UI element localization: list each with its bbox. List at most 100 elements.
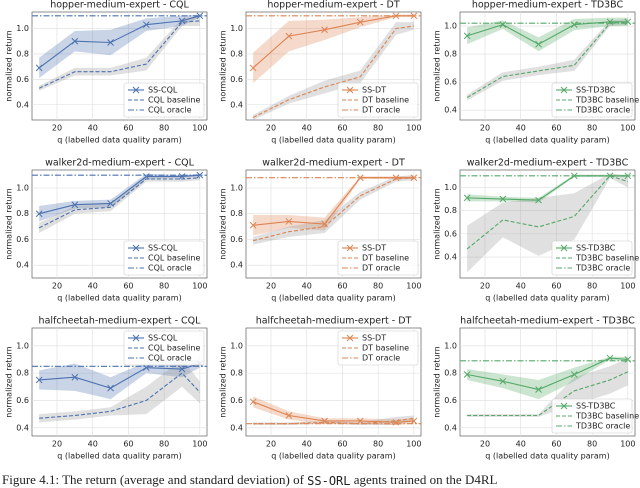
panel: 0.4 0.6 0.8 1.0 20 40 60 80 100 walker2d-medium-e…	[433, 158, 640, 303]
x-tick-label: 100	[620, 282, 635, 291]
x-tick-label: 60	[551, 282, 561, 291]
chart-title: halfcheetah-medium-expert - TD3BC	[460, 316, 635, 327]
marker	[35, 376, 43, 384]
chart-title: halfcheetah-medium-expert - CQL	[39, 316, 202, 327]
std-band	[253, 175, 414, 245]
x-tick-label: 40	[88, 124, 98, 133]
x-tick-label: 20	[480, 440, 490, 449]
legend-label: CQL oracle	[148, 354, 192, 363]
std-band	[467, 17, 628, 52]
marker	[463, 371, 471, 378]
std-band	[253, 176, 414, 236]
y-axis-label: normalized return	[433, 30, 442, 101]
legend-label: TD3BC oracle	[575, 264, 630, 273]
legend-label: DT oracle	[362, 106, 400, 115]
marker	[535, 386, 542, 393]
legend-label: CQL baseline	[148, 344, 200, 353]
legend-box	[337, 240, 419, 276]
caption-text: Figure 4.1: The return (average and stan…	[2, 472, 307, 487]
legend-box	[337, 330, 419, 366]
panel: 0.4 0.6 0.8 1.0 20 40 60 80 100 walker2d-medium-e…	[5, 158, 208, 303]
legend-box	[551, 82, 633, 118]
y-axis-label: normalized return	[5, 30, 14, 101]
y-tick-label: 1.0	[444, 341, 457, 350]
legend-marker	[132, 86, 140, 94]
x-tick-label: 40	[516, 440, 526, 449]
x-axis-label: q (labelled data quality param)	[271, 136, 395, 145]
y-tick-label: 0.8	[230, 49, 243, 58]
x-tick-label: 60	[123, 124, 133, 133]
std-band	[467, 358, 628, 417]
marker	[71, 37, 79, 45]
marker	[285, 32, 293, 40]
std-band	[253, 396, 414, 426]
y-axis-label: normalized return	[219, 346, 228, 417]
marker	[606, 18, 614, 26]
panel: 0.4 0.6 0.8 1.0 20 40 60 80 100 hopper-medium-exp…	[433, 0, 640, 145]
y-tick-label: 0.4	[230, 100, 243, 109]
legend-label: SS-CQL	[148, 244, 178, 253]
panel: 0.4 0.6 0.8 1.0 20 40 60 80 100 hopper-medium-exp…	[5, 0, 208, 145]
marker	[178, 365, 186, 373]
marker	[71, 373, 79, 381]
marker	[249, 398, 257, 406]
x-tick-label: 80	[159, 124, 169, 133]
legend-label: DT baseline	[362, 254, 409, 263]
y-tick-label: 1.0	[444, 22, 457, 31]
legend-label: DT oracle	[362, 354, 400, 363]
x-tick-label: 60	[337, 282, 347, 291]
y-tick-label: 0.8	[16, 209, 29, 218]
y-tick-label: 0.6	[230, 235, 243, 244]
x-tick-label: 60	[123, 282, 133, 291]
x-axis-label: q (labelled data quality param)	[57, 136, 181, 145]
marker	[249, 221, 257, 229]
series-line	[39, 174, 200, 215]
panel: 0.4 0.6 0.8 1.0 20 40 60 80 100 halfcheetah-mediu…	[219, 316, 422, 461]
series-line	[252, 401, 414, 423]
x-tick-label: 80	[587, 282, 597, 291]
y-tick-label: 1.0	[16, 24, 29, 33]
x-tick-label: 40	[302, 282, 312, 291]
legend-label: SS-TD3BC	[576, 86, 616, 95]
caption-code: SS-ORL	[307, 474, 350, 488]
y-tick-label: 0.8	[230, 209, 243, 218]
marker	[321, 417, 328, 425]
y-tick-label: 0.8	[444, 206, 457, 215]
legend-label: TD3BC oracle	[575, 106, 630, 115]
y-tick-label: 1.0	[230, 341, 243, 350]
y-tick-label: 1.0	[16, 341, 29, 350]
legend-label: SS-CQL	[148, 86, 178, 95]
y-tick-label: 0.8	[16, 49, 29, 58]
y-tick-label: 1.0	[230, 24, 243, 33]
y-tick-label: 0.4	[230, 423, 243, 432]
chart-title: halfcheetah-medium-expert - DT	[256, 316, 412, 327]
legend-label: CQL oracle	[148, 106, 192, 115]
x-tick-label: 60	[551, 124, 561, 133]
marker	[535, 196, 542, 204]
x-axis-label: q (labelled data quality param)	[271, 294, 395, 303]
marker	[570, 172, 578, 180]
legend-label: TD3BC baseline	[575, 254, 639, 263]
marker	[356, 174, 364, 182]
y-tick-label: 0.8	[444, 50, 457, 59]
marker	[499, 195, 507, 203]
marker	[107, 39, 114, 46]
x-tick-label: 20	[480, 124, 490, 133]
legend-box	[337, 82, 419, 118]
x-tick-label: 100	[192, 282, 207, 291]
x-axis-label: q (labelled data quality param)	[485, 294, 609, 303]
marker	[178, 17, 186, 25]
marker	[285, 412, 293, 419]
std-band	[253, 14, 414, 84]
marker	[535, 40, 542, 48]
caption: Figure 4.1: The return (average and stan…	[2, 472, 498, 488]
series-line	[253, 417, 414, 425]
series-line	[38, 20, 200, 89]
y-tick-label: 0.4	[230, 261, 243, 270]
marker	[499, 377, 507, 385]
x-tick-label: 20	[480, 282, 490, 291]
x-tick-label: 20	[52, 440, 62, 449]
y-tick-label: 0.8	[230, 369, 243, 378]
x-tick-label: 100	[192, 440, 207, 449]
